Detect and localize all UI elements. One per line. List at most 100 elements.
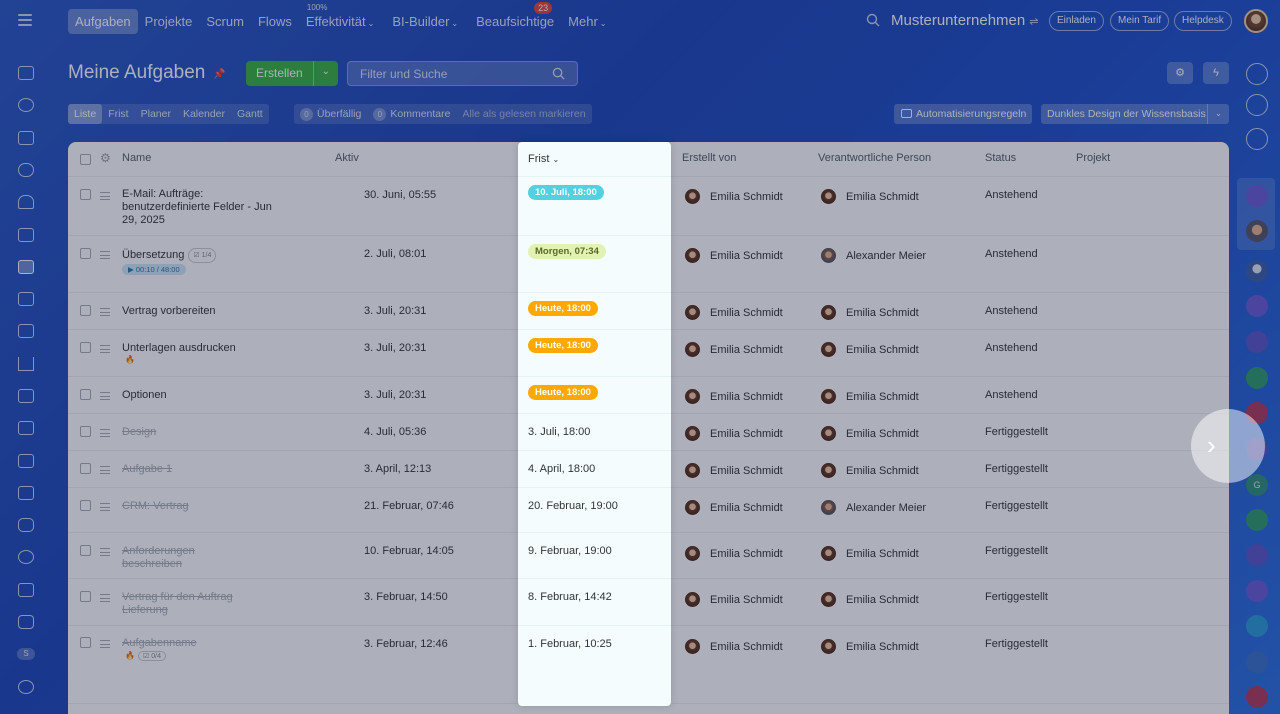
contacts-icon[interactable] (18, 195, 34, 209)
nav-item-flows[interactable]: Flows (257, 14, 292, 29)
row-checkbox[interactable] (80, 500, 91, 511)
my-plan-button[interactable]: Mein Tarif (1110, 11, 1170, 31)
pin-icon[interactable]: 📌 (213, 69, 226, 80)
task-responsible[interactable]: Emilia Schmidt (821, 305, 919, 320)
row-checkbox[interactable] (80, 248, 91, 259)
chat-icon[interactable] (1246, 615, 1268, 637)
task-responsible[interactable]: Emilia Schmidt (821, 592, 919, 607)
helpdesk-button[interactable]: Helpdesk (1174, 11, 1232, 31)
target-icon[interactable] (18, 550, 34, 564)
task-created-by[interactable]: Emilia Schmidt (685, 592, 783, 607)
header-project[interactable]: Projekt (1076, 152, 1111, 164)
nav-item-bi-builder[interactable]: BI-Builder ⌄ (392, 14, 459, 29)
drag-handle-icon[interactable] (100, 392, 110, 400)
task-created-by[interactable]: Emilia Schmidt (685, 389, 783, 404)
invite-button[interactable]: Einladen (1049, 11, 1104, 31)
chevron-down-icon[interactable]: ⌄ (312, 61, 338, 86)
task-name[interactable]: Aufgabenname (122, 637, 197, 649)
task-responsible[interactable]: Emilia Schmidt (821, 639, 919, 654)
task-responsible[interactable]: Alexander Meier (821, 500, 926, 515)
group-chat-icon[interactable] (1246, 295, 1268, 317)
drag-handle-icon[interactable] (100, 503, 110, 511)
task-name[interactable]: Design (122, 426, 157, 438)
task-created-by[interactable]: Emilia Schmidt (685, 639, 783, 654)
task-name[interactable]: Anforderungen beschreiben (122, 545, 195, 570)
feed-icon[interactable] (18, 98, 34, 112)
funnel-icon[interactable] (18, 421, 34, 435)
task-name[interactable]: CRM: Vertrag (122, 500, 189, 512)
company-name[interactable]: Musterunternehmen ⇌ (891, 12, 1039, 29)
drive-icon[interactable] (18, 228, 34, 242)
task-responsible[interactable]: Emilia Schmidt (821, 546, 919, 561)
drag-handle-icon[interactable] (100, 466, 110, 474)
row-checkbox[interactable] (80, 637, 91, 648)
drag-handle-icon[interactable] (100, 345, 110, 353)
search-input[interactable] (348, 62, 538, 86)
deadline-text[interactable]: 4. April, 18:00 (528, 463, 596, 475)
deadline-text[interactable]: 9. Februar, 19:00 (528, 545, 612, 557)
lock-icon[interactable] (1246, 686, 1268, 708)
comments-counter[interactable]: 0 Kommentare (373, 107, 450, 121)
task-name[interactable]: Unterlagen ausdrucken (122, 342, 236, 354)
task-created-by[interactable]: Emilia Schmidt (685, 426, 783, 441)
row-checkbox[interactable] (80, 342, 91, 353)
overdue-counter[interactable]: 0 Überfällig (300, 107, 361, 121)
calendar-icon[interactable] (18, 486, 34, 500)
header-status[interactable]: Status (985, 152, 1017, 164)
nav-item-scrum[interactable]: Scrum (206, 14, 244, 29)
search-icon[interactable] (552, 67, 565, 80)
group-chat-icon[interactable] (1246, 185, 1268, 207)
drag-handle-icon[interactable] (100, 251, 110, 259)
deadline-badge[interactable]: Heute, 18:00 (528, 301, 598, 316)
deadline-badge[interactable]: Heute, 18:00 (528, 338, 598, 353)
column-settings-icon[interactable]: ⚙ (100, 151, 111, 165)
drag-handle-icon[interactable] (100, 192, 110, 200)
nav-item-aufgaben[interactable]: Aufgaben (68, 9, 138, 34)
lock-icon[interactable] (1246, 509, 1268, 531)
search-chat-icon[interactable] (1246, 128, 1268, 150)
shop-icon[interactable] (18, 389, 34, 403)
tab-liste[interactable]: Liste (68, 104, 103, 124)
nav-item-mehr[interactable]: Mehr ⌄ (568, 14, 607, 29)
home-icon[interactable] (18, 66, 34, 80)
drag-handle-icon[interactable] (100, 429, 110, 437)
drag-handle-icon[interactable] (100, 640, 110, 648)
row-checkbox[interactable] (80, 591, 91, 602)
nav-item-beaufsichtige[interactable]: 23 Beaufsichtige (476, 2, 555, 29)
task-responsible[interactable]: Emilia Schmidt (821, 389, 919, 404)
task-created-by[interactable]: Emilia Schmidt (685, 342, 783, 357)
documents-icon[interactable] (18, 131, 34, 145)
mark-all-read-link[interactable]: Alle als gelesen markieren (462, 108, 586, 120)
row-checkbox[interactable] (80, 189, 91, 200)
task-responsible[interactable]: Emilia Schmidt (821, 189, 919, 204)
deadline-text[interactable]: 20. Februar, 19:00 (528, 500, 618, 512)
deadline-badge[interactable]: Heute, 18:00 (528, 385, 598, 400)
row-checkbox[interactable] (80, 545, 91, 556)
chevron-down-icon[interactable]: ⌄ (1207, 104, 1229, 124)
header-name[interactable]: Name (122, 152, 152, 164)
theme-select[interactable]: Dunkles Design der Wissensbasis ⌄ (1041, 104, 1229, 124)
row-checkbox[interactable] (80, 305, 91, 316)
deadline-text[interactable]: 3. Juli, 18:00 (528, 426, 591, 438)
header-responsible[interactable]: Verantwortliche Person (818, 152, 932, 164)
select-all-checkbox[interactable] (80, 154, 91, 165)
deadline-text[interactable]: 1. Februar, 10:25 (528, 638, 612, 650)
bell-icon[interactable] (1246, 63, 1268, 85)
tab-gantt[interactable]: Gantt (237, 108, 263, 120)
target-icon[interactable] (1246, 544, 1268, 566)
tab-frist[interactable]: Frist (108, 108, 129, 120)
drag-handle-icon[interactable] (100, 308, 110, 316)
create-button[interactable]: Erstellen ⌄ (246, 61, 338, 86)
bot-icon[interactable] (18, 518, 34, 532)
settings-icon[interactable] (18, 680, 34, 694)
deadline-badge[interactable]: Morgen, 07:34 (528, 244, 606, 259)
nav-item-projekte[interactable]: Projekte (144, 14, 193, 29)
automation-rules-button[interactable]: Automatisierungsregeln (894, 104, 1033, 124)
target-icon[interactable] (1246, 331, 1268, 353)
edit-document-icon[interactable] (18, 583, 34, 597)
task-name[interactable]: Vertrag vorbereiten (122, 305, 216, 317)
menu-icon[interactable] (18, 14, 32, 26)
task-responsible[interactable]: Emilia Schmidt (821, 426, 919, 441)
header-deadline[interactable]: Frist ⌄ (528, 153, 560, 165)
task-name[interactable]: Aufgabe 1 (122, 463, 173, 475)
